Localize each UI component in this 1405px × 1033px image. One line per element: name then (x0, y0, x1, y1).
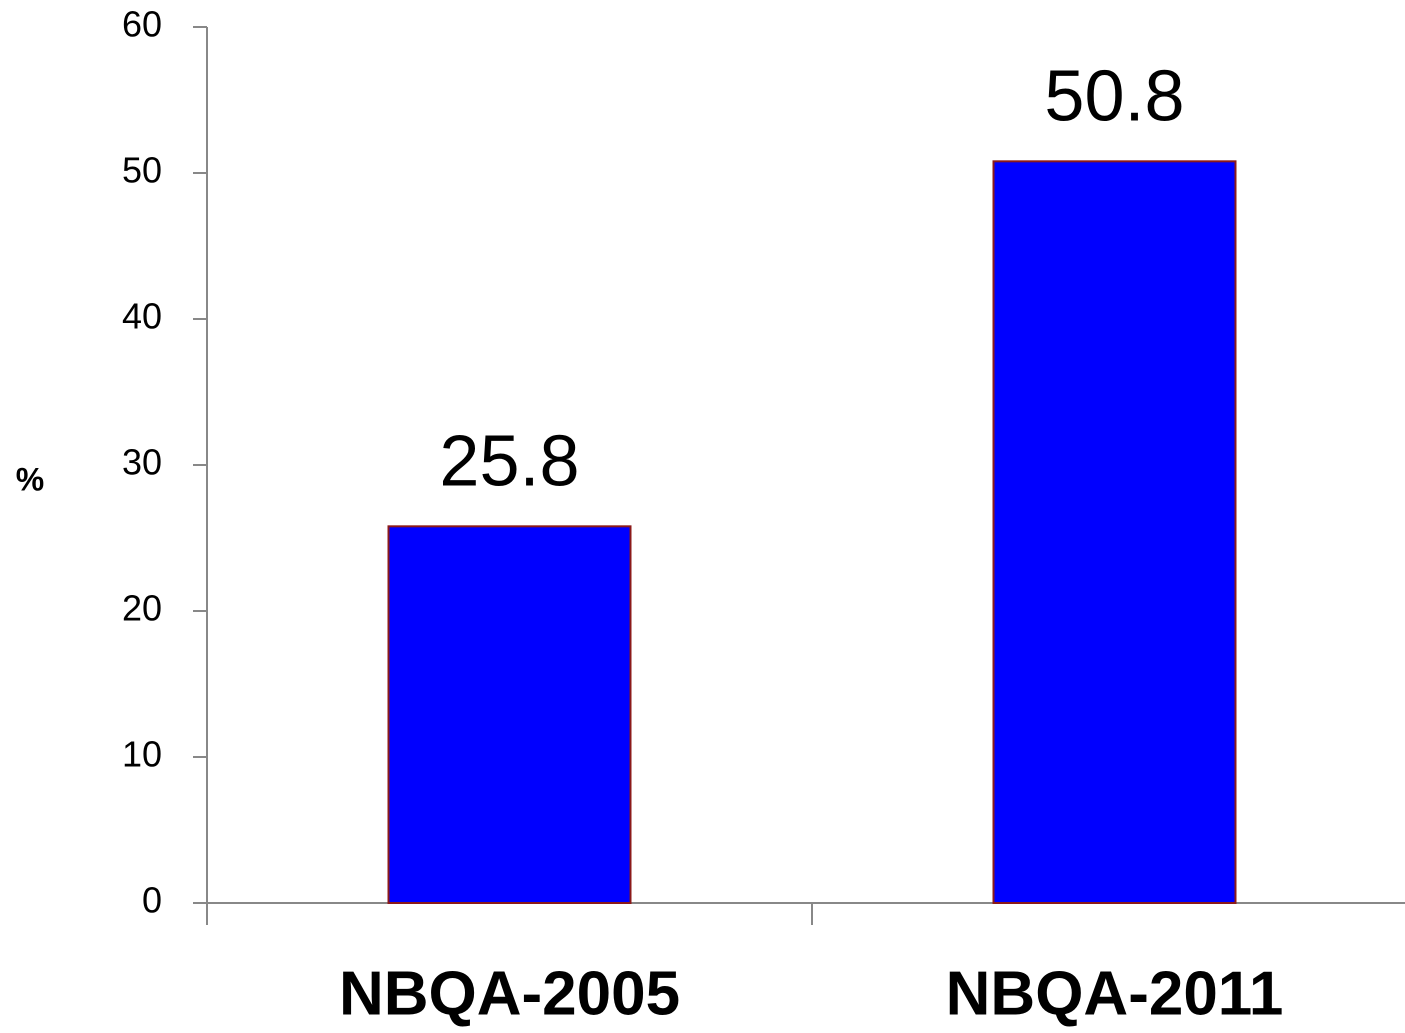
y-tick-label: 20 (122, 588, 162, 629)
x-tick-label: NBQA-2005 (339, 959, 680, 1028)
y-tick-label: 60 (122, 4, 162, 45)
y-tick-label: 40 (122, 296, 162, 337)
x-tick-label: NBQA-2011 (946, 959, 1284, 1028)
data-label: 25.8 (439, 421, 579, 501)
bar (387, 525, 632, 904)
y-tick-label: 50 (122, 150, 162, 191)
y-axis-label: % (16, 461, 44, 497)
y-tick-label: 0 (142, 880, 162, 921)
bar (992, 160, 1237, 904)
y-tick-label: 10 (122, 734, 162, 775)
y-tick-label: 30 (122, 442, 162, 483)
data-label: 50.8 (1044, 56, 1184, 136)
